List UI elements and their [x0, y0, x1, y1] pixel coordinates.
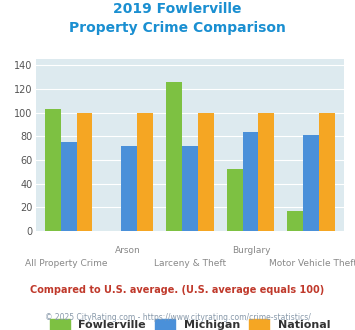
Text: All Property Crime: All Property Crime — [25, 259, 108, 268]
Text: 2019 Fowlerville: 2019 Fowlerville — [113, 2, 242, 16]
Bar — [77, 113, 92, 231]
Bar — [227, 170, 242, 231]
Legend: Fowlerville, Michigan, National: Fowlerville, Michigan, National — [49, 319, 331, 330]
Bar — [137, 113, 153, 231]
Bar — [242, 132, 258, 231]
Text: Burglary: Burglary — [233, 246, 271, 255]
Text: Larceny & Theft: Larceny & Theft — [154, 259, 226, 268]
Bar — [198, 113, 214, 231]
Text: Arson: Arson — [115, 246, 141, 255]
Bar — [303, 135, 319, 231]
Text: Property Crime Comparison: Property Crime Comparison — [69, 21, 286, 35]
Bar — [121, 146, 137, 231]
Bar — [182, 146, 198, 231]
Bar — [319, 113, 335, 231]
Text: Compared to U.S. average. (U.S. average equals 100): Compared to U.S. average. (U.S. average … — [31, 285, 324, 295]
Bar — [61, 142, 77, 231]
Text: Motor Vehicle Theft: Motor Vehicle Theft — [269, 259, 355, 268]
Bar — [258, 113, 274, 231]
Bar — [288, 211, 303, 231]
Bar — [166, 82, 182, 231]
Text: © 2025 CityRating.com - https://www.cityrating.com/crime-statistics/: © 2025 CityRating.com - https://www.city… — [45, 314, 310, 322]
Bar — [45, 109, 61, 231]
